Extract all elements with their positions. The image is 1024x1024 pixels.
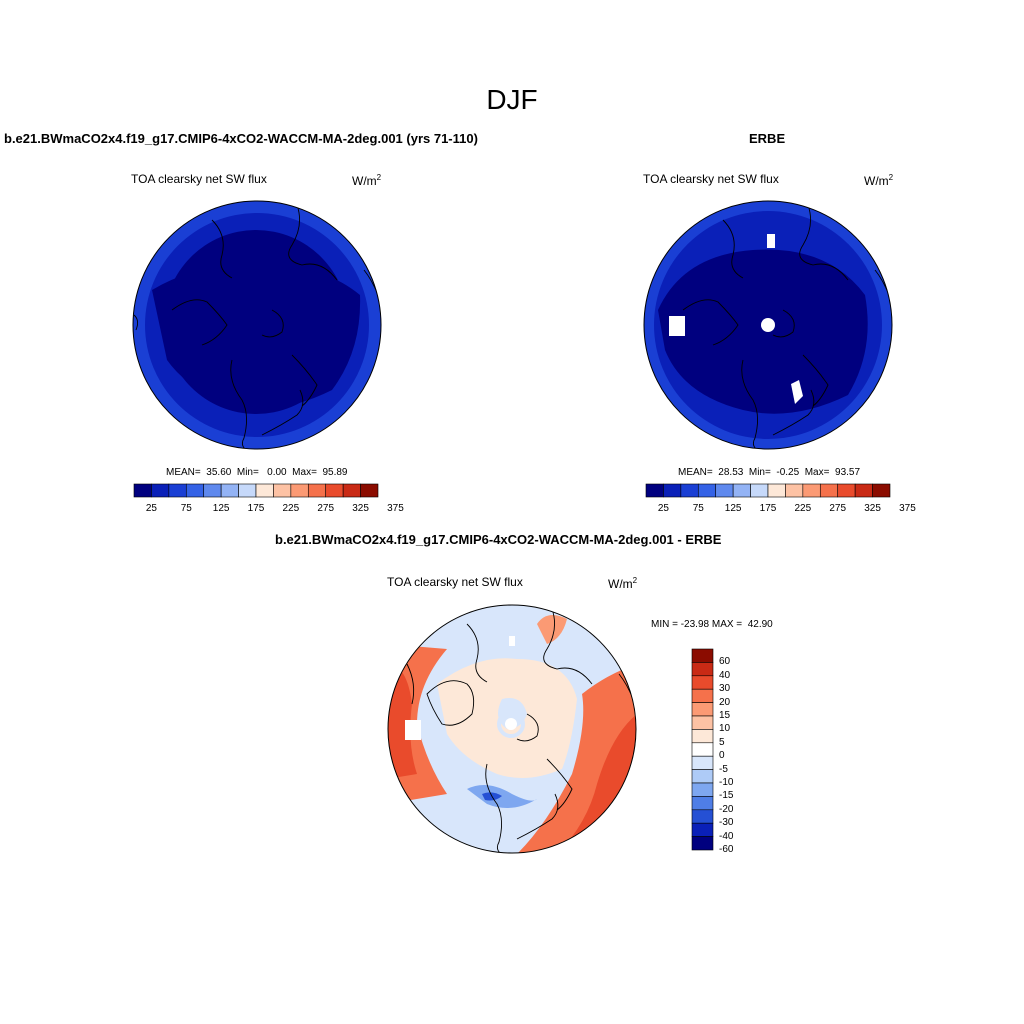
colorbar-swatch xyxy=(273,483,292,498)
difference-colorbar xyxy=(691,648,714,851)
colorbar-swatch xyxy=(872,483,891,498)
colorbar-tick-label: -40 xyxy=(719,830,734,842)
model-case-title: b.e21.BWmaCO2x4.f19_g17.CMIP6-4xCO2-WACC… xyxy=(4,131,478,146)
colorbar-tick-label: 375 xyxy=(899,503,916,514)
colorbar-tick-label: 375 xyxy=(387,503,404,514)
colorbar-swatch xyxy=(290,483,309,498)
colorbar-tick-label: 25 xyxy=(657,503,669,514)
colorbar-tick-label: 125 xyxy=(212,503,230,514)
colorbar-swatch xyxy=(767,483,786,498)
colorbar-swatch xyxy=(691,836,714,851)
colorbar-tick-label: -60 xyxy=(719,844,734,855)
obs-colorbar-ticks: 25 75 125 175 225 275 325 375 xyxy=(646,503,916,517)
colorbar-swatch xyxy=(750,483,769,498)
main-title: DJF xyxy=(486,84,538,115)
obs-colorbar xyxy=(645,483,891,498)
colorbar-swatch xyxy=(691,702,714,717)
coastline-outline xyxy=(682,204,890,449)
colorbar-tick-label: -30 xyxy=(719,817,734,829)
colorbar-swatch xyxy=(238,483,257,498)
colorbar-tick-label: 275 xyxy=(317,503,335,514)
model-polar-map xyxy=(132,200,382,450)
model-stats-label: MEAN= 35.60 Min= 0.00 Max= 95.89 xyxy=(166,467,348,478)
colorbar-swatch xyxy=(819,483,839,498)
colorbar-swatch xyxy=(342,483,361,498)
difference-colorbar-ticks: 60 40 30 20 15 10 5 0 -5 -10 -15 -20 -30 -40 -60 xyxy=(719,649,759,855)
model-colorbar xyxy=(133,483,379,498)
colorbar-tick-label: 10 xyxy=(719,723,731,735)
model-colorbar-ticks: 25 75 125 175 225 275 325 375 xyxy=(134,503,404,517)
colorbar-swatch xyxy=(732,483,751,498)
colorbar-tick-label: 225 xyxy=(282,503,300,514)
colorbar-swatch xyxy=(360,483,379,498)
obs-variable-label: TOA clearsky net SW flux xyxy=(643,172,779,186)
obs-case-title: ERBE xyxy=(749,131,786,146)
colorbar-swatch xyxy=(691,729,714,744)
difference-variable-label: TOA clearsky net SW flux xyxy=(387,575,523,589)
colorbar-swatch xyxy=(691,688,714,703)
difference-polar-map xyxy=(387,604,637,854)
colorbar-swatch xyxy=(203,483,222,498)
colorbar-tick-label: 40 xyxy=(719,669,731,681)
colorbar-tick-label: 0 xyxy=(719,750,725,762)
colorbar-swatch xyxy=(691,662,714,677)
colorbar-tick-label: 175 xyxy=(247,503,265,514)
colorbar-tick-label: 225 xyxy=(794,503,812,514)
colorbar-swatch xyxy=(691,796,714,811)
colorbar-swatch xyxy=(133,483,152,498)
colorbar-tick-label: 15 xyxy=(719,710,731,721)
colorbar-swatch xyxy=(697,483,717,498)
difference-units-label: W/m2 xyxy=(608,576,638,592)
colorbar-swatch xyxy=(691,742,714,757)
coastline-outline xyxy=(133,204,379,449)
colorbar-swatch xyxy=(325,483,344,498)
colorbar-tick-label: 30 xyxy=(719,683,731,695)
colorbar-swatch xyxy=(691,769,714,784)
colorbar-swatch xyxy=(691,715,714,730)
obs-polar-map xyxy=(643,200,893,450)
obs-stats-label: MEAN= 28.53 Min= -0.25 Max= 93.57 xyxy=(678,467,861,478)
colorbar-tick-label: 25 xyxy=(145,503,157,514)
difference-stats-label: MIN = -23.98 MAX = 42.90 xyxy=(651,619,773,630)
colorbar-swatch xyxy=(691,782,714,797)
colorbar-swatch xyxy=(307,483,327,498)
colorbar-swatch xyxy=(220,483,239,498)
colorbar-swatch xyxy=(151,483,170,498)
colorbar-swatch xyxy=(680,483,699,498)
obs-units-label: W/m2 xyxy=(864,173,894,189)
colorbar-tick-label: 5 xyxy=(719,736,725,748)
colorbar-swatch xyxy=(645,483,664,498)
colorbar-swatch xyxy=(802,483,821,498)
colorbar-tick-label: -5 xyxy=(719,763,728,775)
colorbar-tick-label: 20 xyxy=(719,696,731,708)
colorbar-tick-label: 275 xyxy=(829,503,847,514)
colorbar-tick-label: 75 xyxy=(180,503,192,514)
colorbar-tick-label: 75 xyxy=(692,503,704,514)
colorbar-tick-label: -15 xyxy=(719,790,734,802)
difference-case-title: b.e21.BWmaCO2x4.f19_g17.CMIP6-4xCO2-WACC… xyxy=(275,532,722,547)
colorbar-tick-label: 325 xyxy=(352,503,369,514)
colorbar-swatch xyxy=(715,483,734,498)
colorbar-swatch xyxy=(691,809,714,824)
colorbar-tick-label: 325 xyxy=(864,503,881,514)
colorbar-tick-label: 60 xyxy=(719,656,731,668)
colorbar-swatch xyxy=(854,483,873,498)
model-units-label: W/m2 xyxy=(352,173,382,189)
colorbar-swatch xyxy=(255,483,274,498)
colorbar-swatch xyxy=(785,483,804,498)
colorbar-swatch xyxy=(168,483,187,498)
colorbar-swatch xyxy=(691,648,714,663)
colorbar-swatch xyxy=(837,483,856,498)
colorbar-tick-label: -10 xyxy=(719,777,734,788)
colorbar-tick-label: 125 xyxy=(724,503,742,514)
colorbar-swatch xyxy=(691,822,714,837)
colorbar-swatch xyxy=(691,755,714,770)
colorbar-swatch xyxy=(185,483,205,498)
coastline-outline xyxy=(406,608,634,853)
colorbar-swatch xyxy=(663,483,682,498)
colorbar-tick-label: -20 xyxy=(719,803,734,815)
colorbar-swatch xyxy=(691,675,714,690)
model-variable-label: TOA clearsky net SW flux xyxy=(131,172,267,186)
colorbar-tick-label: 175 xyxy=(759,503,777,514)
